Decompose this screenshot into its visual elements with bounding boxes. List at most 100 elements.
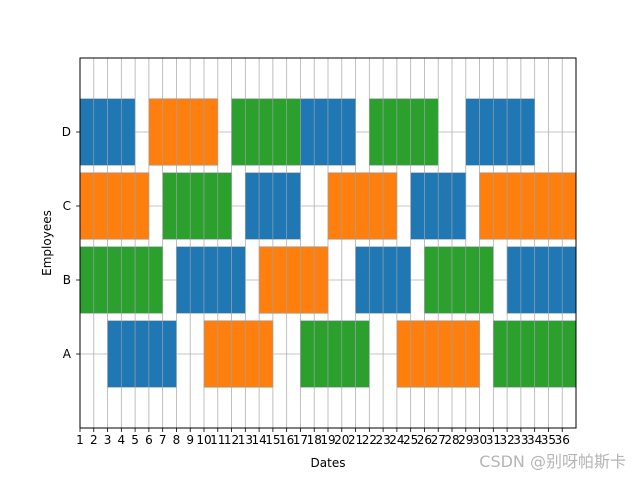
task-bar-A-day-24 bbox=[396, 320, 411, 388]
x-tick-label: 22 bbox=[362, 433, 377, 447]
x-tick-label: 29 bbox=[458, 433, 473, 447]
x-tick-label: 15 bbox=[265, 433, 280, 447]
task-bar-B-day-29 bbox=[465, 246, 480, 314]
y-tick-label: C bbox=[63, 199, 71, 213]
task-bar-B-day-8 bbox=[176, 246, 191, 314]
task-bar-C-day-31 bbox=[493, 172, 508, 240]
x-tick-label: 13 bbox=[238, 433, 253, 447]
task-bar-B-day-5 bbox=[134, 246, 150, 314]
task-bar-D-day-32 bbox=[506, 98, 522, 166]
task-bar-C-day-11 bbox=[217, 172, 232, 240]
task-bar-D-day-1 bbox=[79, 98, 95, 166]
task-bar-A-day-31 bbox=[493, 320, 508, 388]
task-bar-A-day-34 bbox=[534, 320, 549, 388]
task-bar-D-day-4 bbox=[121, 98, 136, 166]
task-bar-B-day-24 bbox=[396, 246, 411, 314]
x-tick-label: 4 bbox=[118, 433, 126, 447]
x-tick-label: 2 bbox=[90, 433, 98, 447]
x-tick-label: 32 bbox=[499, 433, 514, 447]
task-bar-B-day-23 bbox=[382, 246, 398, 314]
task-bar-B-day-16 bbox=[286, 246, 301, 314]
task-bar-B-day-4 bbox=[121, 246, 136, 314]
task-bar-C-day-35 bbox=[548, 172, 563, 240]
task-bar-C-day-3 bbox=[107, 172, 122, 240]
task-bar-B-day-21 bbox=[355, 246, 370, 314]
task-bar-A-day-35 bbox=[548, 320, 563, 388]
task-bar-D-day-17 bbox=[300, 98, 315, 166]
task-bar-B-day-6 bbox=[148, 246, 163, 314]
x-tick-label: 36 bbox=[555, 433, 570, 447]
task-bar-B-day-35 bbox=[548, 246, 563, 314]
task-bar-C-day-32 bbox=[506, 172, 522, 240]
task-bar-D-day-3 bbox=[107, 98, 122, 166]
x-tick-label: 30 bbox=[472, 433, 487, 447]
task-bar-C-day-5 bbox=[134, 172, 150, 240]
task-bar-D-day-30 bbox=[479, 98, 494, 166]
task-bar-B-day-9 bbox=[189, 246, 205, 314]
x-tick-label: 9 bbox=[186, 433, 194, 447]
task-bar-A-day-5 bbox=[134, 320, 150, 388]
task-bar-C-day-1 bbox=[79, 172, 95, 240]
task-bar-B-day-22 bbox=[369, 246, 384, 314]
y-tick-label: D bbox=[62, 125, 71, 139]
x-tick-label: 6 bbox=[145, 433, 153, 447]
task-bar-C-day-20 bbox=[341, 172, 356, 240]
task-bar-A-day-36 bbox=[561, 320, 577, 388]
task-bar-B-day-27 bbox=[437, 246, 453, 314]
task-bar-C-day-13 bbox=[245, 172, 260, 240]
task-bar-B-day-36 bbox=[561, 246, 577, 314]
task-bar-B-day-1 bbox=[79, 246, 95, 314]
task-bar-A-day-7 bbox=[162, 320, 177, 388]
task-bar-B-day-10 bbox=[203, 246, 219, 314]
task-bar-D-day-25 bbox=[410, 98, 425, 166]
task-bar-B-day-14 bbox=[258, 246, 274, 314]
task-bar-D-day-10 bbox=[203, 98, 219, 166]
tick-layer: 1 2 3 4 5 6 7 8 9 1011121314151617181920212223242… bbox=[62, 125, 570, 447]
task-bar-B-day-34 bbox=[534, 246, 549, 314]
task-bar-A-day-28 bbox=[451, 320, 467, 388]
task-bar-C-day-23 bbox=[382, 172, 398, 240]
task-bar-A-day-18 bbox=[313, 320, 329, 388]
task-bar-B-day-2 bbox=[93, 246, 108, 314]
x-tick-label: 14 bbox=[251, 433, 266, 447]
task-bar-B-day-15 bbox=[272, 246, 287, 314]
x-tick-label: 27 bbox=[431, 433, 446, 447]
task-bar-B-day-18 bbox=[313, 246, 329, 314]
task-bar-C-day-26 bbox=[424, 172, 439, 240]
task-bar-C-day-30 bbox=[479, 172, 494, 240]
task-bar-B-day-11 bbox=[217, 246, 232, 314]
task-bar-D-day-13 bbox=[245, 98, 260, 166]
x-tick-label: 23 bbox=[375, 433, 390, 447]
task-bar-C-day-25 bbox=[410, 172, 425, 240]
task-bar-D-day-20 bbox=[341, 98, 356, 166]
task-bar-B-day-26 bbox=[424, 246, 439, 314]
task-bar-C-day-21 bbox=[355, 172, 370, 240]
task-bar-D-day-33 bbox=[520, 98, 535, 166]
task-bar-D-day-6 bbox=[148, 98, 163, 166]
task-bar-A-day-12 bbox=[231, 320, 246, 388]
task-bar-C-day-36 bbox=[561, 172, 577, 240]
x-tick-label: 11 bbox=[210, 433, 225, 447]
task-bar-D-day-16 bbox=[286, 98, 301, 166]
x-tick-label: 26 bbox=[417, 433, 432, 447]
task-bar-B-day-33 bbox=[520, 246, 535, 314]
task-bar-A-day-13 bbox=[245, 320, 260, 388]
task-bar-B-day-17 bbox=[300, 246, 315, 314]
task-bar-C-day-7 bbox=[162, 172, 177, 240]
task-bar-C-day-10 bbox=[203, 172, 219, 240]
x-tick-label: 31 bbox=[486, 433, 501, 447]
task-bar-C-day-9 bbox=[189, 172, 205, 240]
x-tick-label: 1 bbox=[76, 433, 84, 447]
y-tick-label: B bbox=[63, 273, 71, 287]
task-bar-D-day-2 bbox=[93, 98, 108, 166]
task-bar-A-day-14 bbox=[258, 320, 274, 388]
task-bar-D-day-31 bbox=[493, 98, 508, 166]
task-bar-B-day-32 bbox=[506, 246, 522, 314]
task-bar-A-day-26 bbox=[424, 320, 439, 388]
x-tick-label: 33 bbox=[513, 433, 528, 447]
x-tick-label: 28 bbox=[444, 433, 459, 447]
x-tick-label: 10 bbox=[196, 433, 211, 447]
y-tick-label: A bbox=[63, 347, 72, 361]
x-tick-label: 16 bbox=[279, 433, 294, 447]
